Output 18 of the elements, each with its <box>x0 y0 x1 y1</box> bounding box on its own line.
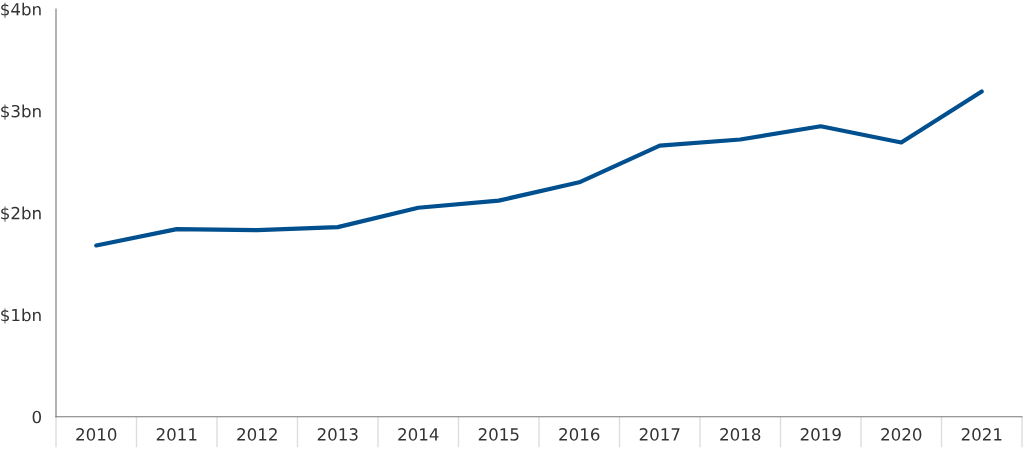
y-tick-label: $2bn <box>1 206 41 222</box>
x-tick-label: 2011 <box>156 428 197 441</box>
x-tick-label: 2012 <box>237 428 277 441</box>
x-tick-label: 2019 <box>800 428 841 441</box>
y-tick-label: 0 <box>32 410 41 424</box>
x-tick-label: 2020 <box>881 428 922 441</box>
x-tick-label: 2013 <box>317 428 358 441</box>
x-tick-label: 2017 <box>639 428 680 441</box>
x-tick-label: 2021 <box>961 428 1002 441</box>
x-tick-label: 2018 <box>720 428 761 441</box>
x-tick-label: 2015 <box>478 428 519 441</box>
x-tick-label: 2010 <box>76 428 117 441</box>
y-tick-label: $4bn <box>1 2 41 18</box>
x-tick-label: 2016 <box>559 428 600 441</box>
y-tick-label: $1bn <box>1 308 41 324</box>
x-tick-label: 2014 <box>398 428 439 441</box>
y-tick-label: $3bn <box>1 104 41 120</box>
line-series <box>94 89 984 248</box>
